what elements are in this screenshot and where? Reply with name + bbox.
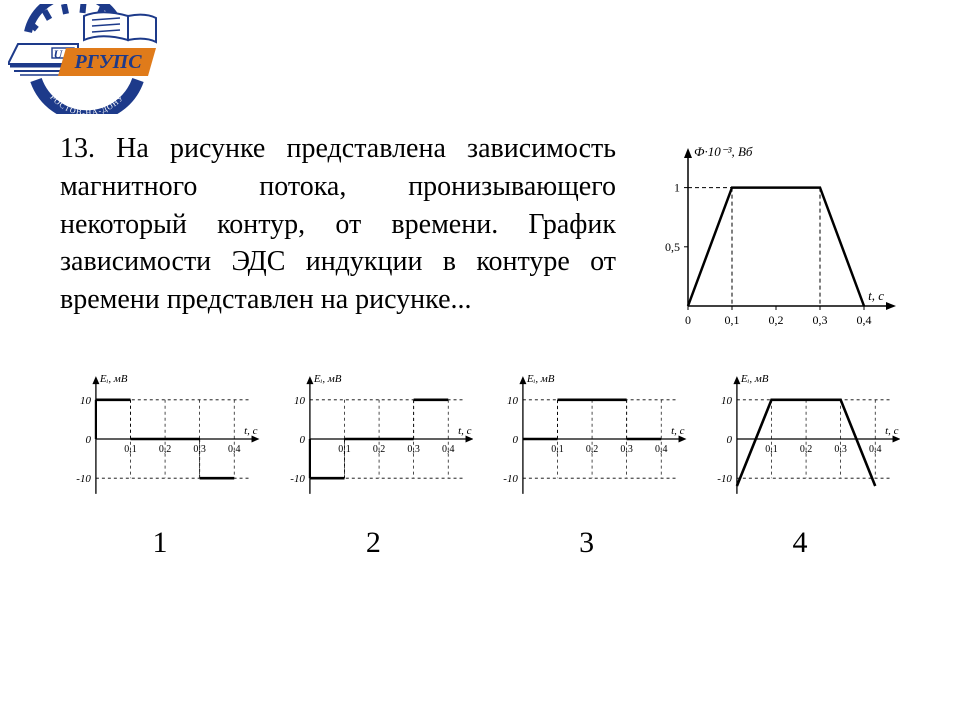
svg-text:0: 0 bbox=[685, 313, 691, 327]
question-body: На рисунке представлена зависимость магн… bbox=[60, 133, 616, 315]
svg-text:0,2: 0,2 bbox=[372, 444, 384, 455]
svg-text:-10: -10 bbox=[290, 473, 305, 485]
university-logo: U РГУПС РОСТОВ-НА-ДОНУ bbox=[8, 4, 158, 114]
svg-text:0,2: 0,2 bbox=[586, 444, 598, 455]
question-number: 13. bbox=[60, 133, 95, 164]
svg-text:0,4: 0,4 bbox=[868, 444, 880, 455]
flux-time-chart: Ф·10⁻³, Вб t, с 0,5 1 0 0,1 0,2 0,3 0,4 bbox=[640, 136, 900, 336]
svg-text:Ф·10⁻³, Вб: Ф·10⁻³, Вб bbox=[694, 144, 753, 159]
svg-text:Eᵢ, мВ: Eᵢ, мВ bbox=[739, 373, 768, 385]
options-row: Eᵢ, мВ t, с -10 0 10 0,1 0,2 0,3 0,4 Eᵢ, мВ t, с -1… bbox=[60, 366, 900, 506]
logo-svg: U РГУПС РОСТОВ-НА-ДОНУ bbox=[8, 4, 158, 114]
question-text: 13. На рисунке представлена зависимость … bbox=[60, 130, 616, 319]
svg-text:0,5: 0,5 bbox=[665, 240, 680, 254]
svg-text:10: 10 bbox=[293, 395, 304, 407]
svg-text:0,4: 0,4 bbox=[441, 444, 453, 455]
svg-text:1: 1 bbox=[674, 181, 680, 195]
svg-text:10: 10 bbox=[80, 395, 91, 407]
option-label-4: 4 bbox=[700, 526, 900, 560]
svg-text:t, с: t, с bbox=[868, 288, 884, 303]
svg-text:0,3: 0,3 bbox=[834, 444, 846, 455]
option-chart-1: Eᵢ, мВt, с-100100,10,20,30,4 bbox=[60, 366, 260, 506]
svg-text:0,3: 0,3 bbox=[407, 444, 419, 455]
svg-text:0,1: 0,1 bbox=[551, 444, 563, 455]
svg-text:0,1: 0,1 bbox=[765, 444, 777, 455]
option-chart-3: Eᵢ, мВ t, с -10 0 10 0,1 0,2 0,3 0,4 bbox=[487, 366, 687, 506]
svg-text:0,2: 0,2 bbox=[799, 444, 811, 455]
option-label-1: 1 bbox=[60, 526, 260, 560]
svg-text:10: 10 bbox=[720, 395, 731, 407]
svg-text:0: 0 bbox=[299, 434, 305, 446]
svg-text:Eᵢ, мВ: Eᵢ, мВ bbox=[99, 373, 128, 385]
svg-text:0: 0 bbox=[726, 434, 732, 446]
svg-text:0: 0 bbox=[512, 434, 518, 446]
svg-text:t, с: t, с bbox=[458, 425, 472, 437]
svg-text:0,2: 0,2 bbox=[769, 313, 784, 327]
svg-text:t, с: t, с bbox=[671, 425, 685, 437]
svg-text:t, с: t, с bbox=[244, 425, 258, 437]
logo-abbr: РГУПС bbox=[73, 51, 142, 73]
option-labels-row: 1234 bbox=[60, 526, 900, 560]
svg-text:Eᵢ, мВ: Eᵢ, мВ bbox=[312, 373, 341, 385]
svg-text:Eᵢ, мВ: Eᵢ, мВ bbox=[526, 373, 555, 385]
svg-text:0,1: 0,1 bbox=[124, 444, 136, 455]
svg-text:0,4: 0,4 bbox=[655, 444, 667, 455]
svg-text:U: U bbox=[54, 47, 64, 61]
svg-text:t, с: t, с bbox=[885, 425, 899, 437]
option-chart-2: Eᵢ, мВt, с-100100,10,20,30,4 bbox=[274, 366, 474, 506]
svg-text:-10: -10 bbox=[503, 473, 518, 485]
svg-text:0,2: 0,2 bbox=[159, 444, 171, 455]
option-label-2: 2 bbox=[273, 526, 473, 560]
svg-text:10: 10 bbox=[507, 395, 518, 407]
option-chart-4: Eᵢ, мВ t, с -10 0 10 0,1 0,2 0,3 0,4 bbox=[701, 366, 901, 506]
svg-text:0,3: 0,3 bbox=[620, 444, 632, 455]
svg-text:-10: -10 bbox=[717, 473, 732, 485]
svg-text:0: 0 bbox=[85, 434, 91, 446]
option-label-3: 3 bbox=[487, 526, 687, 560]
svg-text:0,1: 0,1 bbox=[725, 313, 740, 327]
svg-text:0,4: 0,4 bbox=[857, 313, 872, 327]
svg-text:0,4: 0,4 bbox=[228, 444, 240, 455]
svg-text:-10: -10 bbox=[76, 473, 91, 485]
svg-text:0,3: 0,3 bbox=[813, 313, 828, 327]
